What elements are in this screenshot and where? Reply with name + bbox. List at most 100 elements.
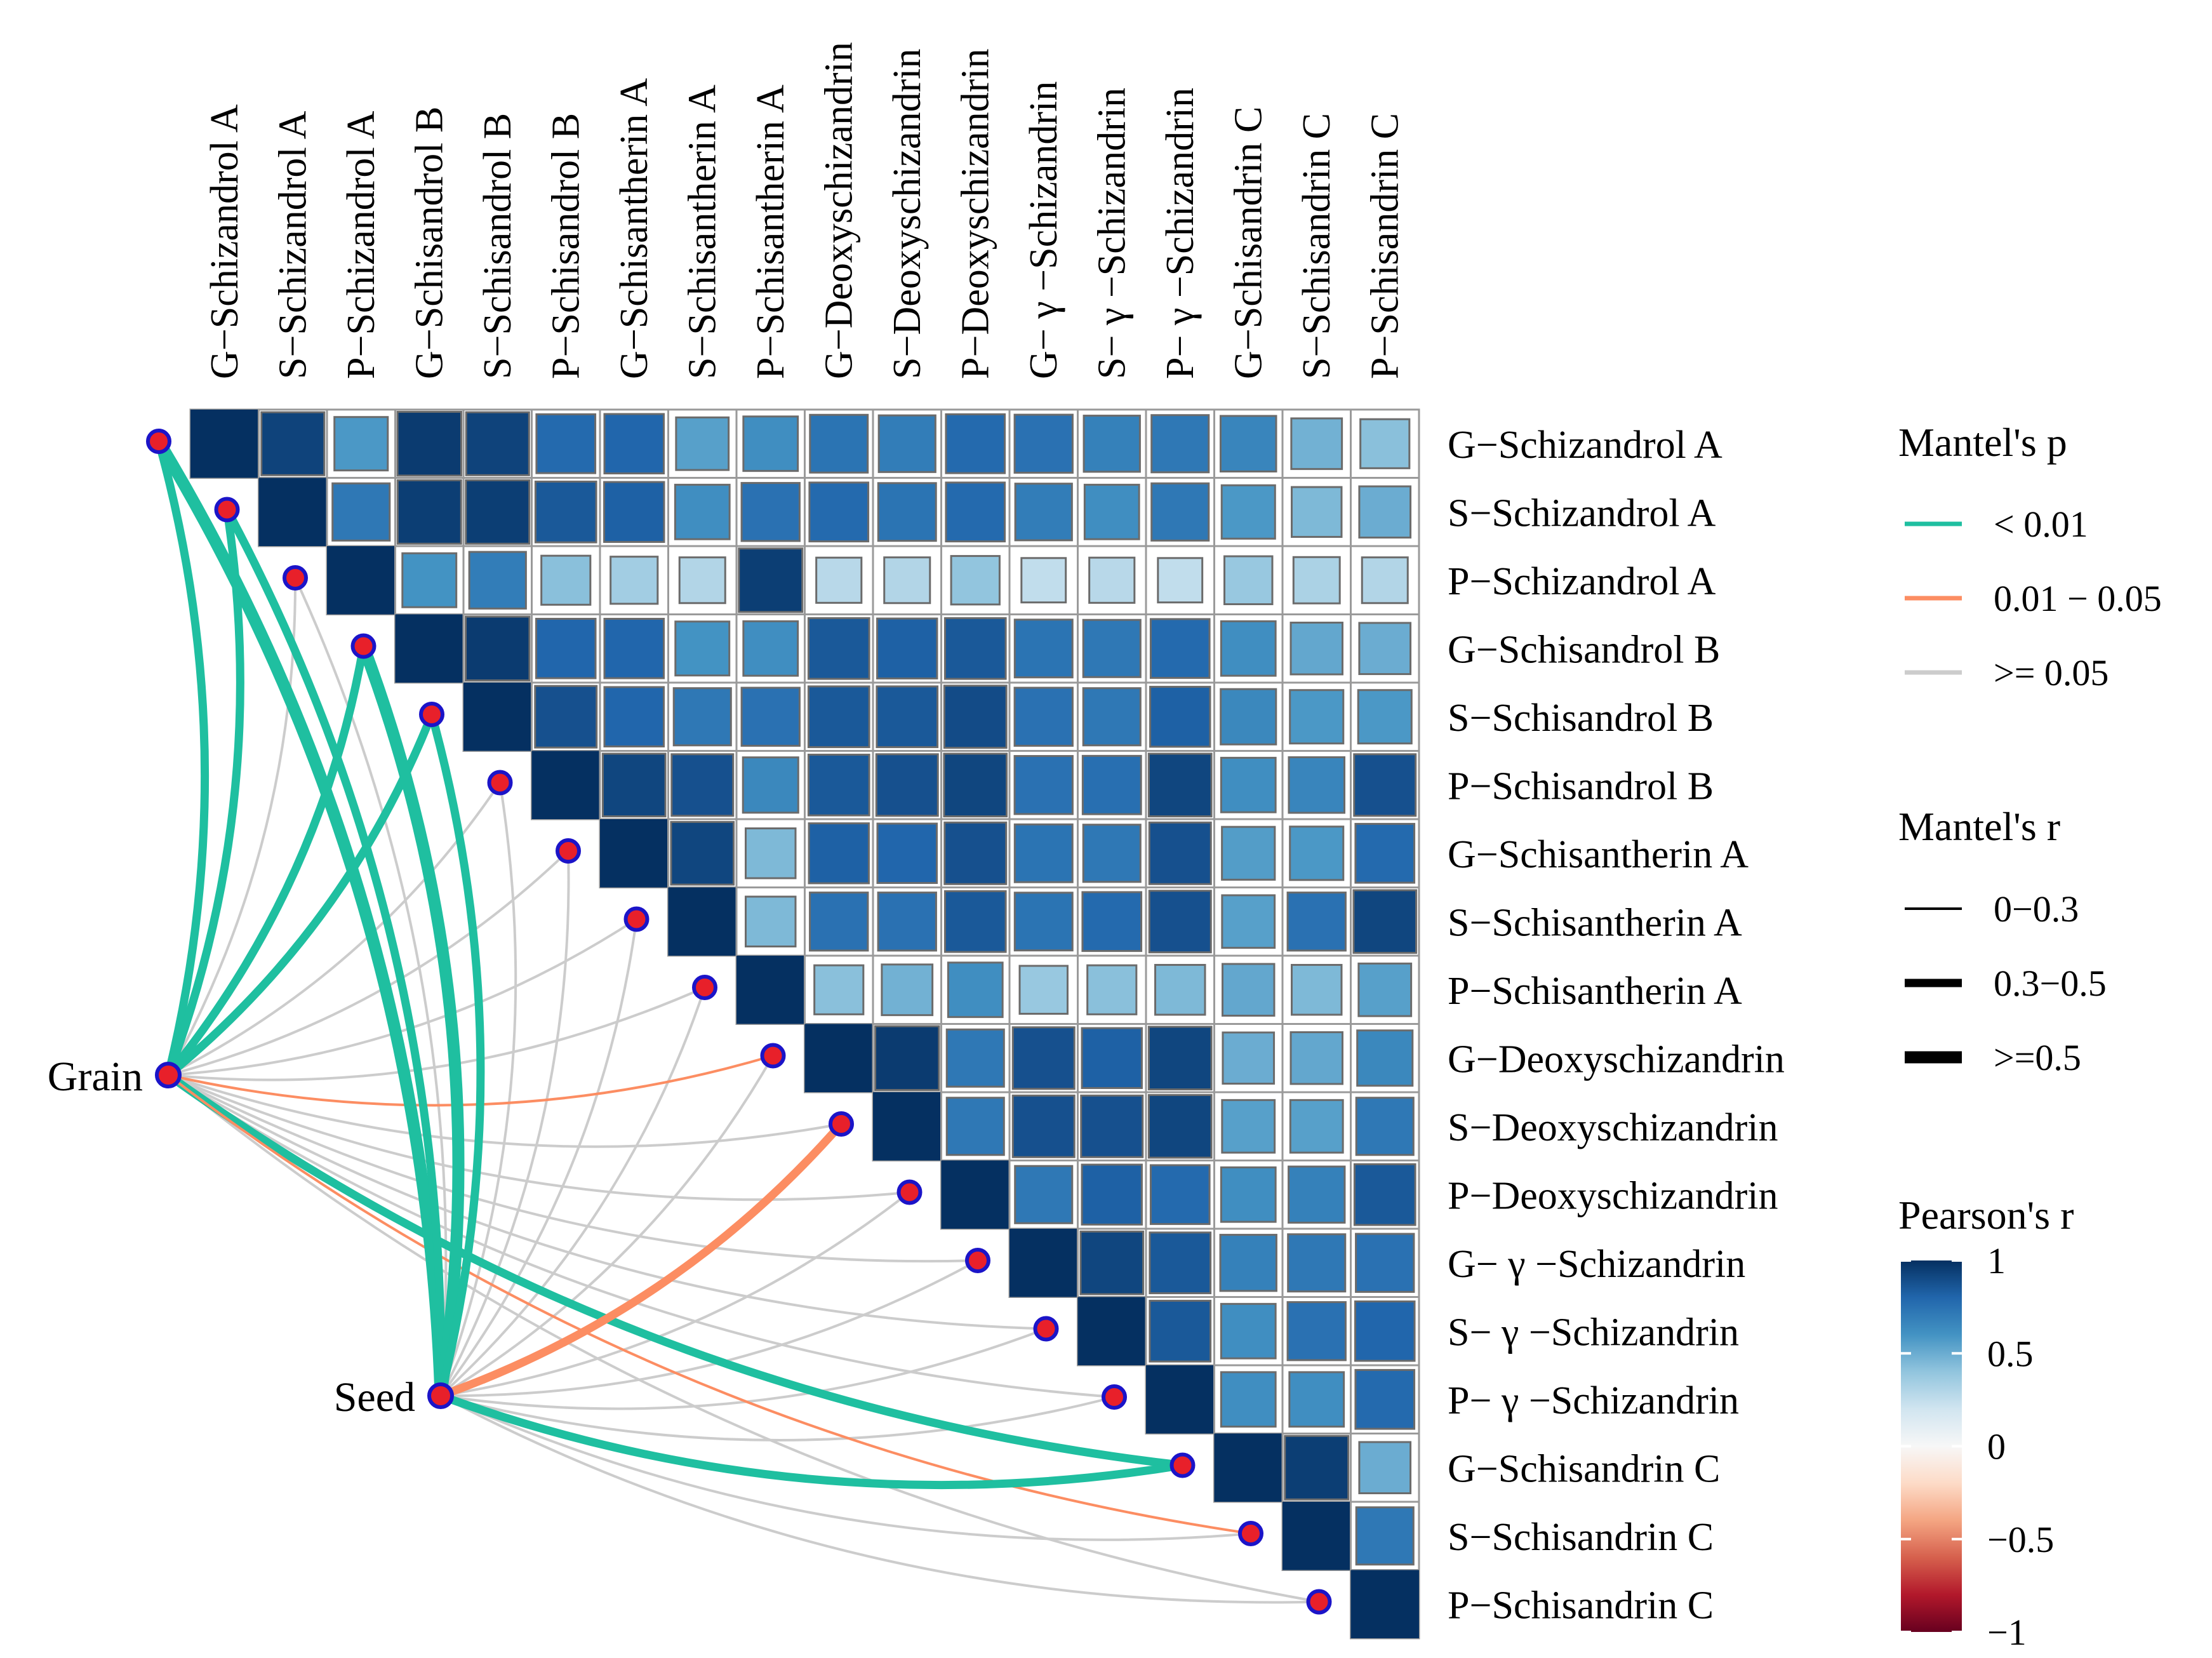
heatmap-cell-5-5 [531, 751, 600, 819]
heatmap-cell-3-16 [1289, 622, 1343, 676]
heatmap-cell-6-13 [1082, 824, 1142, 883]
target-node-s-deoxyschizandrin [829, 1111, 854, 1137]
mantel-link-seed-9 [439, 1054, 775, 1397]
heatmap-cell-11-14 [1149, 1164, 1211, 1226]
pearson-colorbar-ticks: 1 0.5 0 −0.5 −1 [1901, 1240, 2054, 1653]
column-label-s-schizandrin: S− γ −Schizandrin [1090, 88, 1133, 379]
heatmap-cell-12-15 [1219, 1234, 1277, 1292]
heatmap-cell-7-9 [809, 892, 869, 952]
heatmap-cell-11-15 [1220, 1166, 1277, 1223]
column-label-p-schizandrin: P− γ −Schizandrin [1159, 88, 1202, 379]
target-node-s-schizandrin [1033, 1316, 1059, 1342]
heatmap-cell-0-1 [260, 411, 326, 476]
target-node-p-schisandrol-b [487, 770, 513, 796]
mantel-link-grain-17 [167, 1074, 1321, 1603]
heatmap-cell-9-14 [1147, 1026, 1213, 1091]
heatmap-cell-2-12 [1020, 557, 1067, 604]
heatmap-cell-1-6 [603, 481, 665, 543]
heatmap-cell-8-14 [1154, 964, 1206, 1016]
heatmap-cell-10-12 [1011, 1094, 1076, 1158]
pearson-tick-label-3: −0.5 [1987, 1519, 2054, 1560]
heatmap-cell-9-16 [1289, 1031, 1343, 1085]
legend: Mantel's p < 0.01 0.01 − 0.05 >= 0.05 Mant… [1898, 420, 2162, 1653]
heatmap-cell-16-16 [1283, 1502, 1351, 1570]
mantel-links [152, 435, 1321, 1604]
env-label-seed: Seed [334, 1374, 415, 1421]
heatmap-cell-11-11 [941, 1160, 1009, 1229]
heatmap-cell-4-12 [1013, 686, 1074, 747]
heatmap-cell-2-7 [678, 556, 726, 605]
heatmap-cell-5-13 [1081, 754, 1142, 815]
heatmap-cell-9-13 [1081, 1027, 1143, 1089]
heatmap-cell-14-15 [1220, 1371, 1277, 1428]
heatmap-cell-4-10 [876, 685, 939, 749]
column-label-g-schisantherin-a: G−Schisantherin A [613, 78, 656, 379]
target-node-s-schisandrol-b [419, 702, 444, 727]
mantel-link-seed-7 [439, 918, 638, 1397]
heatmap-cell-1-14 [1150, 482, 1210, 542]
target-node-g-schisandrin-c [1169, 1452, 1196, 1478]
heatmap-cell-6-15 [1221, 826, 1276, 881]
env-node-seed [427, 1382, 454, 1409]
heatmap-cell-3-13 [1082, 618, 1142, 678]
heatmap-cell-5-6 [601, 752, 667, 818]
heatmap-cell-0-6 [603, 413, 665, 475]
row-label-p-schisantherin-a: P−Schisantherin A [1448, 970, 1742, 1013]
heatmap-cell-0-3 [396, 411, 462, 477]
heatmap-cell-2-14 [1157, 557, 1204, 604]
mantel-link-seed-16 [439, 1394, 1252, 1541]
mantel-link-seed-3 [357, 640, 465, 1402]
heatmap-cell-5-11 [943, 752, 1008, 818]
mantel-link-seed-1 [223, 505, 445, 1400]
heatmap-cell-10-17 [1355, 1097, 1415, 1156]
heatmap-cell-1-7 [674, 483, 731, 540]
column-label-s-schisantherin-a: S−Schisantherin A [681, 84, 724, 379]
mantel-link-seed-0 [152, 435, 447, 1402]
heatmap-cell-7-12 [1013, 892, 1074, 952]
legend-p-label-1: 0.01 − 0.05 [1994, 578, 2162, 619]
heatmap-cell-3-17 [1358, 622, 1412, 676]
mantel-link-seed-4 [427, 710, 485, 1400]
row-label-g-schizandrol-a: G−Schizandrol A [1448, 424, 1722, 467]
mantel-link-seed-8 [439, 986, 706, 1397]
heatmap-cell-9-11 [945, 1028, 1005, 1088]
heatmap-cell-1-9 [808, 481, 870, 543]
heatmap-cell-4-8 [740, 686, 801, 747]
heatmap-cell-12-13 [1079, 1230, 1145, 1295]
heatmap-cell-6-12 [1013, 823, 1074, 883]
heatmap-cell-4-13 [1082, 687, 1142, 747]
row-label-s-schisandrol-b: S−Schisandrol B [1448, 697, 1714, 740]
heatmap-cell-1-4 [465, 479, 531, 545]
mantel-link-seed-5 [439, 781, 517, 1397]
column-label-s-schizandrol-a: S−Schizandrol A [271, 110, 314, 379]
heatmap-cell-6-7 [670, 820, 735, 886]
heatmap-cell-0-0 [190, 410, 259, 478]
heatmap-cell-8-17 [1357, 962, 1413, 1017]
heatmap-cell-0-8 [742, 415, 799, 472]
env-label-grain: Grain [48, 1053, 143, 1100]
heatmap-cell-1-1 [258, 478, 327, 546]
heatmap-cell-12-17 [1355, 1233, 1415, 1293]
legend-r-label-0: 0−0.3 [1994, 888, 2079, 930]
pearson-tick-label-2: 0 [1987, 1426, 2006, 1467]
row-labels: G−Schizandrol A S−Schizandrol A P−Schizand… [1448, 424, 1785, 1628]
heatmap-cell-1-8 [740, 482, 801, 542]
heatmap-cell-16-17 [1355, 1506, 1415, 1566]
target-node-s-schisantherin-a [623, 906, 650, 932]
heatmap-cell-2-11 [950, 555, 1001, 606]
mantel-link-grain-10 [167, 1074, 843, 1148]
heatmap-cell-6-11 [943, 821, 1008, 885]
pearson-tick-label-0: 1 [1987, 1240, 2006, 1281]
heatmap-cell-8-11 [947, 961, 1004, 1019]
heatmap-cell-8-10 [881, 963, 934, 1017]
row-label-g-schisandrin-c: G−Schisandrin C [1448, 1447, 1720, 1490]
heatmap-cell-7-10 [877, 892, 937, 952]
heatmap-cell-15-15 [1214, 1433, 1283, 1502]
heatmap-cell-4-6 [603, 686, 665, 748]
heatmap-cell-0-14 [1150, 414, 1210, 474]
heatmap-cell-6-14 [1148, 821, 1212, 885]
heatmap-cell-10-16 [1289, 1099, 1344, 1154]
heatmap-cell-5-12 [1013, 755, 1074, 815]
heatmap-cell-6-17 [1354, 822, 1416, 884]
